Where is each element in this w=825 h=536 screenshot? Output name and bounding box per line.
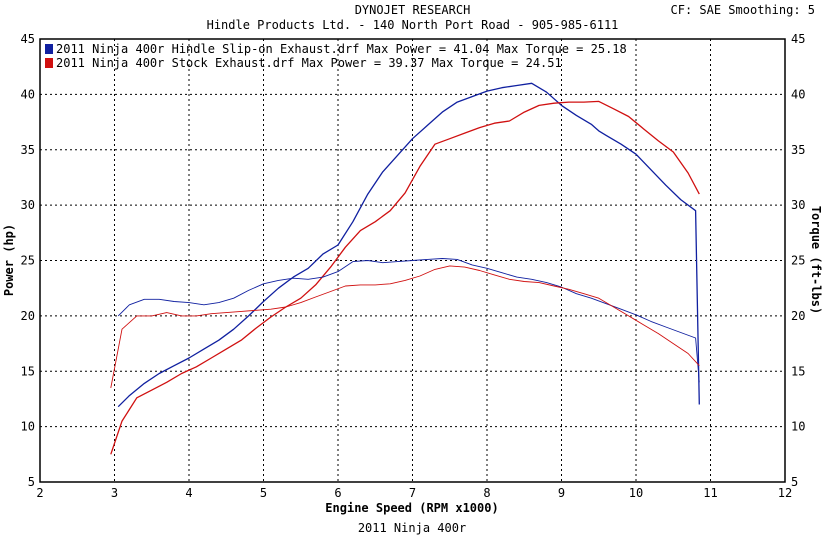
y-tick-label-left: 20	[21, 309, 35, 323]
y-tick-label-left: 10	[21, 420, 35, 434]
series-stock-torque-line	[110, 265, 700, 388]
x-tick-label: 12	[778, 486, 792, 500]
y-axis-label-left: Power (hp)	[2, 224, 16, 296]
y-tick-label-right: 5	[791, 475, 798, 489]
y-axis-label-right: Torque (ft-lbs)	[809, 206, 823, 314]
y-tick-label-right: 35	[791, 143, 805, 157]
y-tick-label-left: 40	[21, 87, 35, 101]
y-tick-label-right: 15	[791, 364, 805, 378]
legend-swatch-stock	[45, 58, 53, 68]
y-tick-label-right: 25	[791, 254, 805, 268]
y-tick-label-right: 45	[791, 32, 805, 46]
x-tick-label: 9	[558, 486, 565, 500]
x-tick-label: 6	[334, 486, 341, 500]
legend-entry-stock: 2011 Ninja 400r Stock Exhaust.drf Max Po…	[56, 56, 562, 70]
grid-lines	[40, 39, 785, 482]
chart-subtitle: Hindle Products Ltd. - 140 North Port Ro…	[206, 18, 619, 32]
x-tick-label: 4	[185, 486, 192, 500]
x-tick-label: 3	[111, 486, 118, 500]
correction-info: CF: SAE Smoothing: 5	[670, 3, 816, 17]
y-tick-label-right: 30	[791, 198, 805, 212]
y-tick-label-right: 20	[791, 309, 805, 323]
series-stock-power-line	[110, 100, 700, 455]
y-tick-label-right: 10	[791, 420, 805, 434]
y-tick-label-left: 5	[28, 475, 35, 489]
x-tick-label: 8	[483, 486, 490, 500]
y-tick-label-left: 35	[21, 143, 35, 157]
chart-title: DYNOJET RESEARCH	[354, 3, 471, 17]
x-tick-label: 10	[629, 486, 643, 500]
legend-entry-hindle: 2011 Ninja 400r Hindle Slip-on Exhaust.d…	[56, 42, 627, 56]
footer-caption: 2011 Ninja 400r	[358, 521, 466, 535]
data-curves	[110, 82, 700, 455]
y-tick-label-left: 30	[21, 198, 35, 212]
x-tick-label: 2	[36, 486, 43, 500]
x-axis-label: Engine Speed (RPM x1000)	[325, 501, 498, 515]
x-tick-label: 11	[703, 486, 717, 500]
series-hindle-power-line	[117, 82, 700, 408]
y-tick-label-right: 40	[791, 87, 805, 101]
legend-swatch-hindle	[45, 44, 53, 54]
legend: 2011 Ninja 400r Hindle Slip-on Exhaust.d…	[45, 42, 627, 70]
x-tick-label: 7	[409, 486, 416, 500]
x-tick-label: 5	[260, 486, 267, 500]
y-tick-label-left: 45	[21, 32, 35, 46]
y-tick-label-left: 15	[21, 364, 35, 378]
y-tick-label-left: 25	[21, 254, 35, 268]
